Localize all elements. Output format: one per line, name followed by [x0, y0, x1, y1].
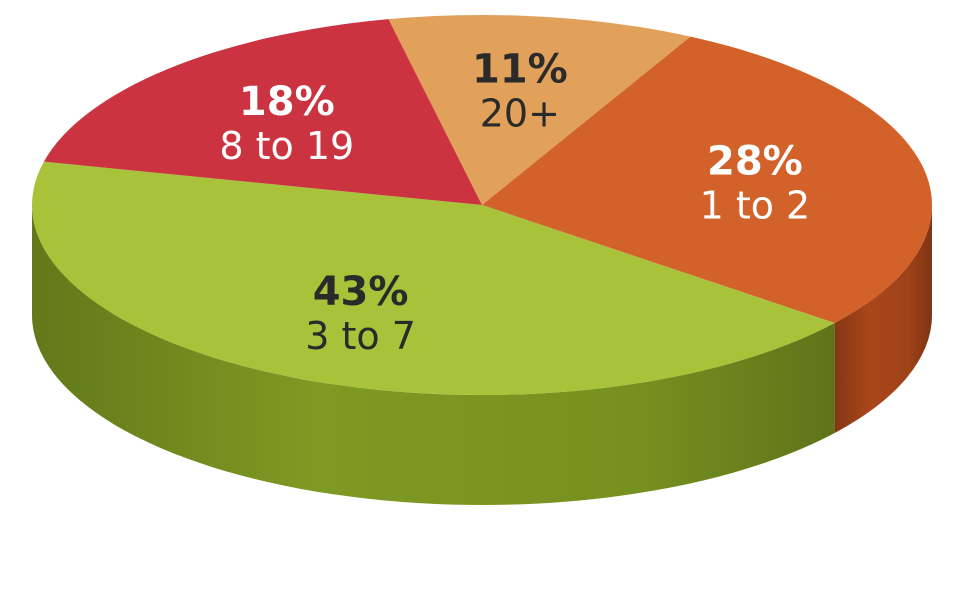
pie-slice-2: [31, 161, 835, 396]
slice-percent-label-1: 28%: [707, 139, 803, 185]
pie-slices: [31, 15, 932, 396]
slice-percent-label-0: 11%: [472, 46, 568, 92]
pie-sides: [32, 205, 932, 505]
slice-category-label-0: 20+: [480, 91, 560, 135]
slice-percent-label-2: 43%: [313, 269, 409, 315]
slice-percent-label-3: 18%: [239, 79, 335, 125]
pie-slice-0: [388, 15, 691, 206]
pie-side-shade-1: [834, 205, 932, 434]
pie-side-shade-2: [32, 205, 835, 505]
pie-labels: 11%20+ 28%1 to 2 43%3 to 7 18%8 to 19: [219, 46, 810, 358]
slice-category-label-3: 8 to 19: [219, 124, 354, 168]
pie-slice-1: [482, 36, 932, 324]
pie-slice-3: [43, 19, 482, 205]
slice-category-label-1: 1 to 2: [700, 184, 811, 228]
slice-category-label-2: 3 to 7: [305, 314, 416, 358]
